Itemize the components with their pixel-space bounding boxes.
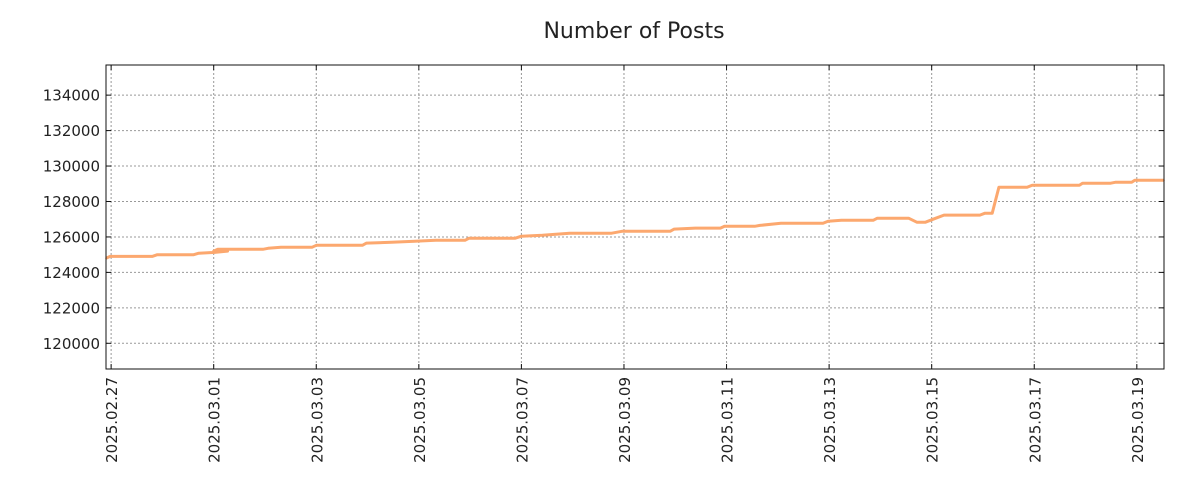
x-tick-label: 2025.03.13 (821, 377, 839, 463)
data-point (694, 227, 697, 229)
data-point (934, 217, 937, 219)
data-point (315, 244, 318, 247)
data-point (226, 250, 229, 252)
data-point (924, 221, 927, 224)
data-point (198, 252, 200, 255)
data-point (840, 219, 843, 222)
data-point (673, 228, 676, 230)
data-point (365, 242, 368, 244)
x-tick-label: 2025.03.03 (308, 377, 326, 463)
data-point (610, 232, 613, 235)
data-point (998, 186, 1000, 189)
data-point (984, 212, 986, 214)
data-point (876, 217, 879, 219)
data-point (311, 246, 313, 249)
data-point (212, 250, 215, 252)
data-point (827, 220, 829, 222)
data-point (267, 247, 269, 250)
data-point (213, 251, 216, 254)
x-tick-label: 2025.03.07 (513, 377, 531, 463)
y-tick-label: 122000 (43, 299, 100, 317)
y-tick-label: 124000 (43, 264, 100, 282)
data-point (151, 255, 153, 258)
data-point (979, 214, 981, 216)
data-point (669, 230, 671, 233)
data-point (156, 253, 159, 256)
data-point (943, 214, 945, 216)
data-point (568, 232, 571, 235)
data-point (916, 221, 918, 224)
data-point (390, 241, 393, 244)
data-point (1114, 181, 1117, 183)
data-point (192, 253, 195, 256)
data-point (1078, 184, 1081, 186)
data-point (1130, 181, 1133, 183)
data-point (109, 255, 111, 258)
x-tick-label: 2025.03.11 (719, 377, 737, 463)
data-point (413, 240, 416, 242)
data-point (464, 239, 466, 242)
data-point (753, 225, 756, 228)
series-line-number-of-posts (105, 178, 1164, 260)
x-tick-label: 2025.03.01 (206, 377, 224, 463)
axes: 2025.02.27 2025.03.01 2025.03.03 2025.03.05… (43, 65, 1164, 463)
data-point (262, 248, 264, 251)
data-point (1026, 186, 1028, 189)
y-tick-label: 128000 (43, 193, 100, 211)
data-point (361, 244, 364, 247)
data-point (1133, 179, 1136, 182)
plot-frame (105, 64, 1165, 370)
data-point (520, 235, 523, 238)
series-layer (105, 178, 1165, 260)
data-point (621, 230, 623, 233)
data-point (872, 219, 875, 222)
data-point (907, 217, 910, 219)
y-tick-label: 130000 (43, 158, 100, 176)
y-tick-label: 132000 (43, 122, 100, 140)
x-tick-label: 2025.03.19 (1129, 377, 1147, 463)
data-point (1031, 184, 1033, 186)
x-tick-label: 2025.03.09 (616, 377, 634, 463)
y-tick-label: 134000 (43, 87, 100, 105)
chart-title: Number of Posts (543, 19, 724, 44)
data-point (759, 224, 761, 227)
data-point (541, 234, 544, 236)
x-tick-label: 2025.03.17 (1026, 377, 1044, 463)
data-point (217, 248, 219, 251)
data-point (1081, 182, 1084, 185)
data-point (468, 237, 470, 239)
data-point (780, 222, 782, 225)
data-point (822, 222, 824, 225)
data-point (991, 212, 993, 214)
x-tick-label: 2025.02.27 (103, 377, 121, 463)
grid (106, 65, 1164, 369)
data-point (434, 239, 437, 242)
y-tick-label: 126000 (43, 228, 100, 246)
x-tick-label: 2025.03.05 (411, 377, 429, 463)
data-point (723, 225, 726, 228)
data-point (719, 227, 722, 229)
data-point (280, 246, 282, 249)
data-point (514, 237, 517, 239)
data-point (1109, 182, 1112, 185)
x-tick-label: 2025.03.15 (924, 377, 942, 463)
y-tick-label: 120000 (43, 335, 100, 353)
